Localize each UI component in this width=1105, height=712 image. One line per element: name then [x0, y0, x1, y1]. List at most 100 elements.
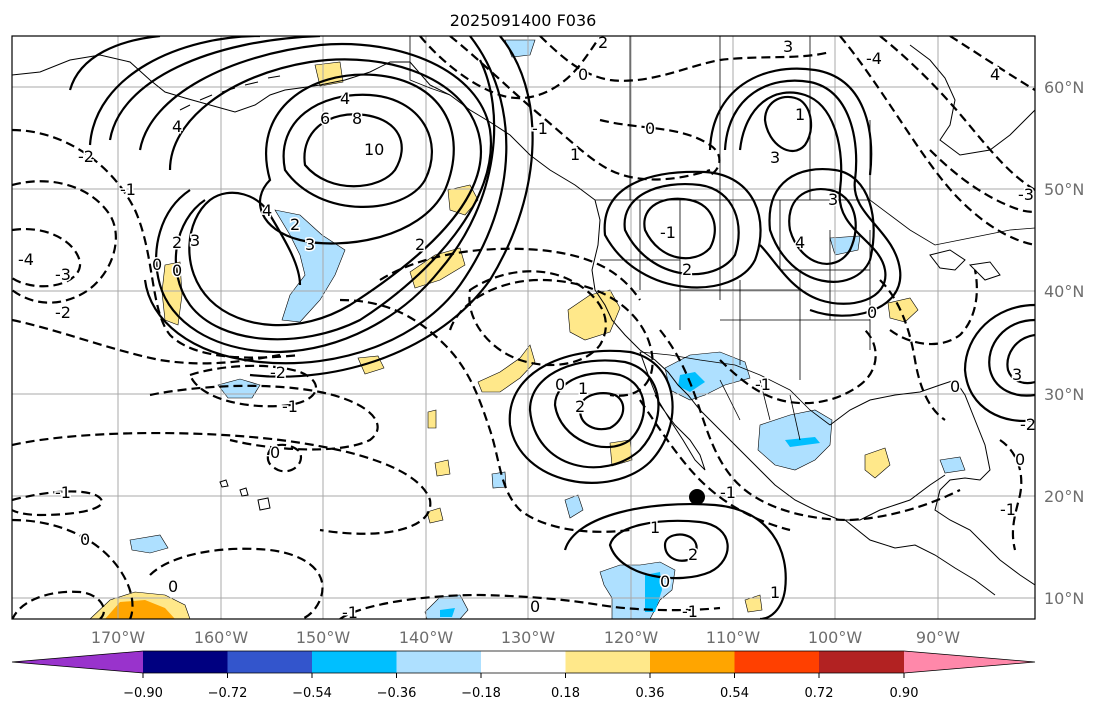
colorbar-extend-over	[904, 651, 1035, 673]
contour-negative	[719, 329, 877, 405]
colorbar-label: −0.54	[292, 686, 332, 701]
lon-tick-label: 140°W	[399, 628, 454, 647]
contour-label: 8	[352, 109, 362, 128]
contour-positive	[108, 36, 496, 354]
lat-tick-label: 30°N	[1044, 385, 1084, 404]
contour-negative	[12, 227, 82, 288]
shade-positive-patch	[314, 61, 344, 87]
contour-label: 4	[262, 201, 272, 220]
colorbar-segment	[312, 651, 397, 673]
contour-label: 0	[172, 261, 182, 280]
contour-positive	[603, 170, 762, 289]
contour-positive	[608, 519, 729, 580]
contour-positive	[763, 95, 813, 152]
colorbar-label: −0.18	[461, 686, 501, 701]
contour-negative	[659, 329, 961, 522]
contour-label: -2	[78, 147, 94, 166]
contour-negative	[339, 593, 721, 619]
lat-tick-label: 40°N	[1044, 282, 1084, 301]
contour-positive	[258, 73, 455, 245]
canada-province-lines	[629, 36, 871, 200]
contour-positive	[723, 79, 902, 317]
contour-negative	[879, 36, 1035, 191]
colorbar-segment	[396, 651, 481, 673]
contour-label: 4	[172, 117, 182, 136]
lon-tick-label: 160°W	[194, 628, 249, 647]
shade-negative-strong	[645, 572, 662, 612]
lon-tick-label: 110°W	[706, 628, 761, 647]
contour-label: -1	[720, 483, 736, 502]
contour-label: -1	[120, 180, 136, 199]
contour-label: 4	[340, 89, 350, 108]
contour-negative	[12, 590, 105, 619]
contour-label: 3	[770, 148, 780, 167]
shade-positive-patch	[567, 289, 621, 341]
contour-negative	[149, 547, 324, 619]
contour-negative	[419, 36, 601, 100]
contour-negative	[339, 298, 631, 533]
shade-positive-strong	[105, 600, 175, 619]
lon-tick-label: 150°W	[296, 628, 351, 647]
contour-positive	[788, 187, 857, 265]
location-marker	[689, 489, 705, 505]
contour-positive	[528, 359, 660, 469]
contour-label: 0	[950, 377, 960, 396]
contour-label: -1	[532, 119, 548, 138]
contour-positive	[88, 36, 508, 365]
colorbar-label: 0.36	[636, 686, 665, 701]
colorbar-segment	[481, 651, 566, 673]
contour-label: 1	[578, 379, 588, 398]
contour-negative	[12, 518, 134, 619]
shade-positive-patch	[427, 409, 437, 429]
contour-positive	[578, 392, 625, 431]
contour-positive	[963, 303, 1035, 422]
contour-label: 10	[364, 140, 384, 159]
alaska-canada-border	[409, 36, 451, 96]
contour-negative	[639, 399, 791, 532]
longitude-axis: 170°W 160°W 150°W 140°W 130°W 120°W 110°…	[91, 628, 960, 647]
colorbar-segment	[227, 651, 312, 673]
contour-negative	[12, 318, 281, 365]
contour-label: 1	[650, 518, 660, 537]
colorbar-label: −0.36	[377, 686, 417, 701]
shade-negative-strong	[785, 437, 820, 447]
contour-negative	[879, 279, 946, 421]
contour-label: -1	[55, 483, 71, 502]
contour-label: 0	[645, 119, 655, 138]
contour-positive	[643, 197, 716, 260]
contour-label: 1	[795, 105, 805, 124]
lon-tick-label: 100°W	[808, 628, 863, 647]
map-panel: 2 3 4 6 8 10 4 4 3 2 0 0 -1 -2 -2 -3 -4 …	[11, 35, 1036, 622]
shade-positive-patch	[409, 247, 466, 289]
contour-label: 2	[172, 233, 182, 252]
contour-negative	[379, 247, 641, 301]
contour-label: -1	[342, 603, 358, 622]
map-frame	[11, 35, 1036, 620]
contour-label: 3	[828, 190, 838, 209]
contour-positive	[768, 168, 875, 283]
contour-label: 0	[80, 530, 90, 549]
contour-negative	[12, 431, 432, 535]
contour-label: -3	[55, 265, 71, 284]
colorbar-label: 0.72	[805, 686, 834, 701]
colorbar-segment	[143, 651, 228, 673]
contour-label: 0	[867, 303, 877, 322]
colorbar-label: 0.90	[890, 686, 919, 701]
contours	[12, 36, 1035, 619]
contour-positive	[168, 58, 483, 327]
contour-negative	[12, 180, 117, 304]
central-america-coast	[844, 519, 996, 596]
shade-positive-patch	[426, 507, 444, 524]
colorbar-label: 0.18	[551, 686, 580, 701]
hudson-bay-coast	[909, 44, 1035, 156]
contour-label: 0	[555, 375, 565, 394]
contour-negative	[448, 278, 654, 397]
lon-tick-label: 130°W	[501, 628, 556, 647]
lat-tick-label: 50°N	[1044, 180, 1084, 199]
contour-label: 3	[190, 231, 200, 250]
contour-label: 3	[1012, 365, 1022, 384]
latitude-axis: 60°N 50°N 40°N 30°N 20°N 10°N	[1044, 78, 1084, 608]
contour-label: 6	[320, 109, 330, 128]
contour-label: 2	[575, 397, 585, 416]
